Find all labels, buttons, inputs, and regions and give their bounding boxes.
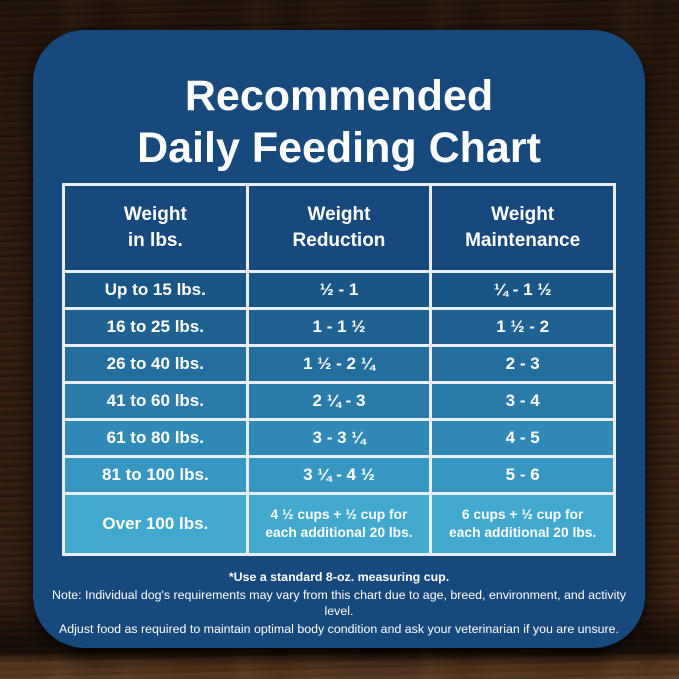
weight-range-cell: Up to 15 lbs.	[62, 269, 249, 310]
weight-range-cell: 41 to 60 lbs.	[62, 380, 249, 421]
column-header-weight-reduction: Weight Reduction	[245, 182, 433, 273]
table-row: 81 to 100 lbs. 3 ¼ - 4 ½ 5 - 6	[62, 454, 616, 495]
page-title: Recommended Daily Feeding Chart	[33, 70, 645, 175]
footnotes: *Use a standard 8-oz. measuring cup. Not…	[33, 569, 645, 638]
table-row: 16 to 25 lbs. 1 - 1 ½ 1 ½ - 2	[62, 306, 616, 347]
maintenance-amount-cell: 2 - 3	[429, 343, 616, 384]
reduction-amount-cell: 1 - 1 ½	[245, 306, 433, 347]
weight-range-cell: 61 to 80 lbs.	[62, 417, 249, 458]
maintenance-amount-cell: 3 - 4	[429, 380, 616, 421]
adjust-food-note: Adjust food as required to maintain opti…	[59, 622, 619, 637]
measuring-cup-note: *Use a standard 8-oz. measuring cup.	[228, 569, 450, 584]
table-row: Up to 15 lbs. ½ - 1 ¼ - 1 ½	[62, 269, 616, 310]
reduction-amount-cell: 1 ½ - 2 ¼	[245, 343, 433, 384]
column-header-weight: Weight in lbs.	[62, 182, 249, 273]
reduction-amount-cell: 4 ½ cups + ½ cup for each additional 20 …	[245, 491, 433, 556]
feeding-chart-card: Recommended Daily Feeding Chart Weight i…	[33, 30, 645, 648]
title-line-1: Recommended	[184, 72, 494, 120]
table-row: 61 to 80 lbs. 3 - 3 ¼ 4 - 5	[62, 417, 616, 458]
requirements-note: Note: Individual dog's requirements may …	[52, 588, 626, 619]
maintenance-amount-cell: 6 cups + ½ cup for each additional 20 lb…	[429, 491, 616, 556]
reduction-amount-cell: 3 - 3 ¼	[245, 417, 433, 458]
maintenance-amount-cell: 4 - 5	[429, 417, 616, 458]
table-header-row: Weight in lbs. Weight Reduction Weight M…	[62, 182, 616, 273]
feeding-table: Weight in lbs. Weight Reduction Weight M…	[62, 182, 616, 556]
weight-range-cell: 81 to 100 lbs.	[62, 454, 249, 495]
maintenance-amount-cell: ¼ - 1 ½	[429, 269, 616, 310]
weight-range-cell: 26 to 40 lbs.	[62, 343, 249, 384]
table-row: 26 to 40 lbs. 1 ½ - 2 ¼ 2 - 3	[62, 343, 616, 384]
weight-range-cell: Over 100 lbs.	[62, 491, 249, 556]
reduction-amount-cell: 2 ¼ - 3	[245, 380, 433, 421]
title-line-2: Daily Feeding Chart	[137, 124, 541, 173]
reduction-amount-cell: 3 ¼ - 4 ½	[245, 454, 433, 495]
maintenance-amount-cell: 1 ½ - 2	[429, 306, 616, 347]
table-row: Over 100 lbs. 4 ½ cups + ½ cup for each …	[62, 491, 616, 556]
maintenance-amount-cell: 5 - 6	[429, 454, 616, 495]
weight-range-cell: 16 to 25 lbs.	[62, 306, 249, 347]
reduction-amount-cell: ½ - 1	[245, 269, 433, 310]
table-row: 41 to 60 lbs. 2 ¼ - 3 3 - 4	[62, 380, 616, 421]
column-header-weight-maintenance: Weight Maintenance	[429, 182, 616, 273]
